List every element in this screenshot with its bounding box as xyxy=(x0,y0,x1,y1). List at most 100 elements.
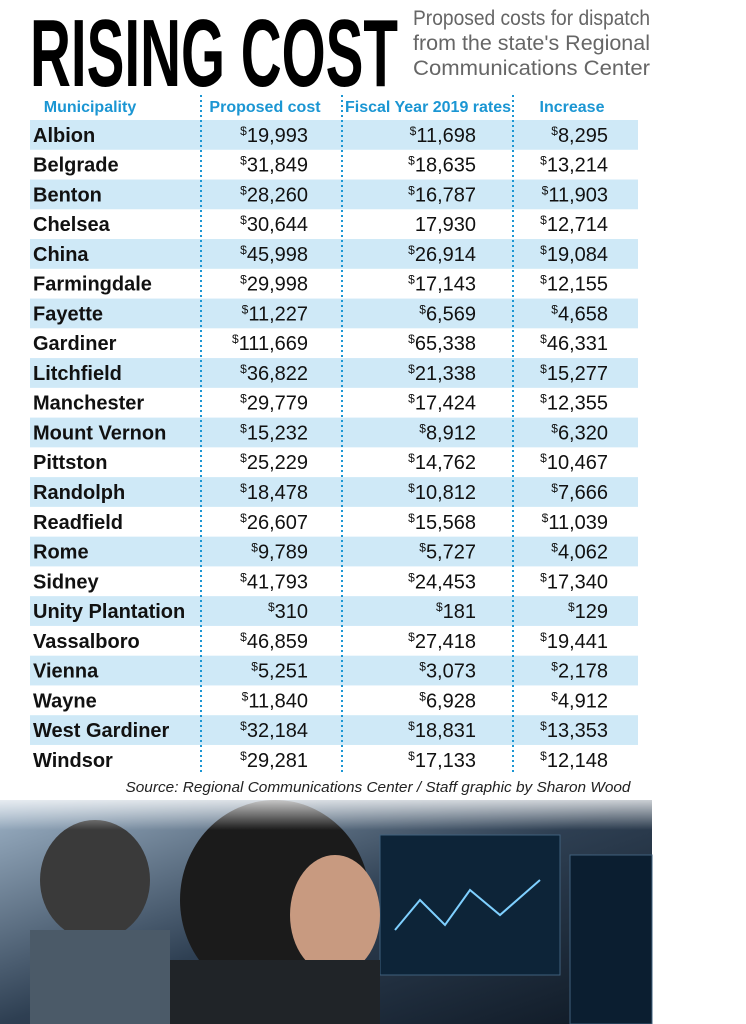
cost-cell: $6,569 xyxy=(419,302,476,325)
cost-cell: $27,418 xyxy=(408,630,476,653)
cost-cell: $11,698 xyxy=(410,124,476,147)
cost-cell: $25,229 xyxy=(240,451,308,474)
cost-cell: $29,779 xyxy=(240,392,308,415)
municipality: Windsor xyxy=(33,750,113,772)
municipality: Wayne xyxy=(33,690,97,712)
cost-cell: $41,793 xyxy=(240,570,308,593)
municipality: Benton xyxy=(33,184,102,206)
cost-cell: 17,930 xyxy=(415,214,476,236)
cost-cell: $17,143 xyxy=(408,273,476,296)
cost-cell: $12,355 xyxy=(540,392,608,415)
cost-cell: $5,251 xyxy=(251,660,308,683)
municipality: Unity Plantation xyxy=(33,601,185,623)
row-stripe xyxy=(30,298,638,329)
municipality: Gardiner xyxy=(33,333,117,355)
cost-cell: $4,912 xyxy=(551,689,608,712)
photo xyxy=(0,790,653,1024)
column-header: Municipality xyxy=(44,99,137,116)
cost-cell: $65,338 xyxy=(408,332,476,355)
row-stripes xyxy=(30,120,638,745)
cost-cell: $28,260 xyxy=(240,183,308,206)
cost-cell: $181 xyxy=(436,600,476,623)
row-stripe xyxy=(30,596,638,626)
cost-cell: $46,859 xyxy=(240,630,308,653)
row-stripe xyxy=(30,120,638,150)
row-stripe xyxy=(30,179,638,210)
municipality: Albion xyxy=(33,125,95,147)
cost-cell: $10,467 xyxy=(540,451,608,474)
cost-cell: $11,227 xyxy=(242,302,308,325)
cost-cell: $2,178 xyxy=(551,660,608,683)
column-header: Fiscal Year 2019 rates xyxy=(345,99,511,116)
cost-cell: $29,998 xyxy=(240,273,308,296)
cost-cell: $31,849 xyxy=(240,154,308,177)
cost-cell: $7,666 xyxy=(551,481,608,504)
cost-cell: $26,914 xyxy=(408,243,476,266)
cost-cell: $18,478 xyxy=(240,481,308,504)
municipality: Pittston xyxy=(33,452,107,474)
subtitle-line: from the state's Regional xyxy=(413,32,650,55)
municipality: Litchfield xyxy=(33,363,122,385)
cost-cell: $10,812 xyxy=(408,481,476,504)
cost-cell: $24,453 xyxy=(408,570,476,593)
cost-cell: $19,993 xyxy=(240,124,308,147)
row-stripe xyxy=(30,358,638,388)
municipality: Rome xyxy=(33,542,89,564)
cost-cell: $11,840 xyxy=(242,689,308,712)
cost-cell: $12,714 xyxy=(540,213,608,236)
cost-cell: $36,822 xyxy=(240,362,308,385)
cost-cell: $17,133 xyxy=(408,749,476,772)
municipality: China xyxy=(33,244,89,266)
source: Source: Regional Communications Center /… xyxy=(126,779,632,796)
cost-cell: $12,155 xyxy=(540,273,608,296)
row-stripe xyxy=(30,715,638,745)
cost-cell: $111,669 xyxy=(232,332,308,355)
title: RISING COST xyxy=(30,0,398,107)
municipality: Sidney xyxy=(33,571,99,593)
cost-cell: $46,331 xyxy=(540,332,608,355)
municipality: Randolph xyxy=(33,482,125,504)
cost-cell: $9,789 xyxy=(251,541,308,564)
cost-cell: $11,039 xyxy=(542,511,608,534)
cost-cell: $19,084 xyxy=(540,243,608,266)
cost-cell: $30,644 xyxy=(240,213,308,236)
cost-cell: $19,441 xyxy=(540,630,608,653)
cost-cell: $26,607 xyxy=(240,511,308,534)
cost-cell: $29,281 xyxy=(240,749,308,772)
cost-cell: $310 xyxy=(268,600,308,623)
cost-cell: $17,424 xyxy=(408,392,476,415)
cost-cell: $11,903 xyxy=(542,183,608,206)
cost-cell: $32,184 xyxy=(240,719,308,742)
cost-cell: $13,353 xyxy=(540,719,608,742)
row-stripe xyxy=(30,536,638,567)
column-header: Proposed cost xyxy=(209,99,321,116)
cost-cell: $21,338 xyxy=(408,362,476,385)
municipality: Belgrade xyxy=(33,155,119,177)
row-stripe xyxy=(30,477,638,507)
cost-cell: $17,340 xyxy=(540,570,608,593)
municipality: Chelsea xyxy=(33,214,111,236)
cost-cell: $3,073 xyxy=(419,660,476,683)
municipality: Fayette xyxy=(33,303,103,325)
cost-cell: $18,831 xyxy=(408,719,476,742)
municipality: Mount Vernon xyxy=(33,422,166,444)
cost-cell: $6,928 xyxy=(419,689,476,712)
municipality: Manchester xyxy=(33,393,144,415)
cost-cell: $15,232 xyxy=(240,421,308,444)
cost-cell: $8,295 xyxy=(551,124,608,147)
cost-cell: $45,998 xyxy=(240,243,308,266)
cost-cell: $13,214 xyxy=(540,154,608,177)
row-stripe xyxy=(30,239,638,269)
municipality: Farmingdale xyxy=(33,274,152,296)
cost-cell: $8,912 xyxy=(419,421,476,444)
municipality: Vienna xyxy=(33,661,99,683)
subtitle-line: Proposed costs for dispatch xyxy=(413,7,650,30)
cost-cell: $12,148 xyxy=(540,749,608,772)
municipality: Vassalboro xyxy=(33,631,140,653)
municipality: Readfield xyxy=(33,512,123,534)
cost-cell: $16,787 xyxy=(408,183,476,206)
cost-cell: $18,635 xyxy=(408,154,476,177)
row-stripe xyxy=(30,655,638,686)
